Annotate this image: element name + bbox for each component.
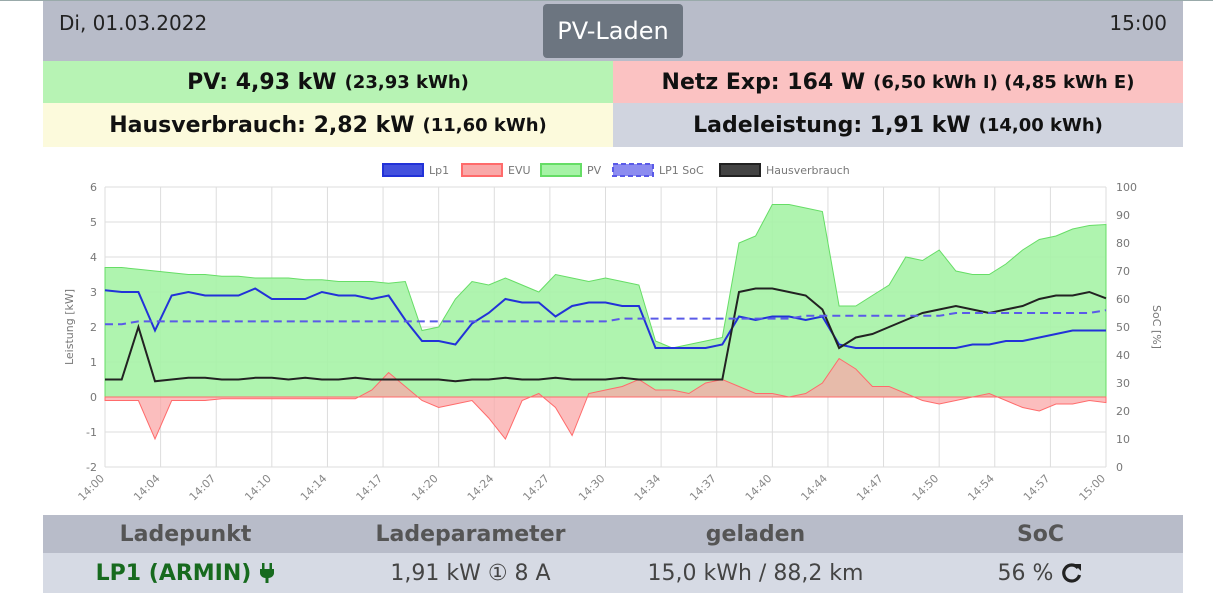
chargepoint-name-cell[interactable]: LP1 (ARMIN) xyxy=(43,553,328,593)
y2-tick-label: 40 xyxy=(1116,349,1130,362)
x-tick-label: 14:27 xyxy=(520,472,552,504)
header-time: 15:00 xyxy=(1109,11,1167,35)
y2-tick-label: 10 xyxy=(1116,433,1130,446)
charge-mode-button[interactable]: PV-Laden xyxy=(543,4,683,58)
y-tick-label: 4 xyxy=(90,251,97,264)
header-date: Di, 01.03.2022 xyxy=(59,11,208,35)
x-tick-label: 14:50 xyxy=(910,472,942,504)
x-tick-label: 14:24 xyxy=(465,472,497,504)
charged-amount: 15,0 kWh / 88,2 km xyxy=(647,560,864,586)
x-tick-label: 14:37 xyxy=(687,472,719,504)
x-tick-label: 14:57 xyxy=(1021,472,1053,504)
plug-icon xyxy=(260,563,275,583)
header-geladen: geladen xyxy=(705,521,806,547)
y2-tick-label: 80 xyxy=(1116,237,1130,250)
hausverbrauch-line xyxy=(105,287,1107,383)
legend-label: LP1 SoC xyxy=(659,164,704,177)
x-tick-label: 14:17 xyxy=(354,472,386,504)
legend-label: EVU xyxy=(508,164,531,177)
legend-label: Hausverbrauch xyxy=(766,164,850,177)
header-bar: Di, 01.03.2022 PV-Laden 15:00 xyxy=(43,1,1183,61)
y-tick-label: 0 xyxy=(90,391,97,404)
y-tick-label: 3 xyxy=(90,286,97,299)
charge-parameters: 1,91 kW ① 8 A xyxy=(390,560,551,586)
y2-tick-label: 100 xyxy=(1116,181,1137,194)
x-tick-label: 14:54 xyxy=(965,472,997,504)
pv-power: PV: 4,93 kW xyxy=(187,69,337,95)
y2-tick-label: 20 xyxy=(1116,405,1130,418)
pv-summary: PV: 4,93 kW (23,93 kWh) xyxy=(43,61,613,103)
y2-tick-label: 60 xyxy=(1116,293,1130,306)
y2-tick-label: 90 xyxy=(1116,209,1130,222)
header-soc: SoC xyxy=(1016,521,1065,547)
x-tick-label: 15:00 xyxy=(1077,472,1109,504)
top-border xyxy=(0,0,1213,1)
y-tick-label: 2 xyxy=(90,321,97,334)
y2-tick-label: 0 xyxy=(1116,461,1123,474)
legend-swatch xyxy=(461,163,503,177)
x-tick-label: 14:07 xyxy=(187,472,219,504)
charge-power: Ladeleistung: 1,91 kW xyxy=(693,112,971,138)
y-tick-label: -1 xyxy=(86,426,97,439)
lp1-line xyxy=(104,287,1106,349)
legend-swatch xyxy=(719,163,761,177)
grid-summary: Netz Exp: 164 W (6,50 kWh I) (4,85 kWh E… xyxy=(613,61,1183,103)
x-tick-label: 14:20 xyxy=(409,472,441,504)
house-power: Hausverbrauch: 2,82 kW xyxy=(109,112,415,138)
header-ladeparameter: Ladeparameter xyxy=(375,521,566,547)
y-axis-title: Leistung [kW] xyxy=(63,289,76,365)
chargepoint-name[interactable]: LP1 (ARMIN) xyxy=(95,560,252,586)
y2-tick-label: 50 xyxy=(1116,321,1130,334)
y-tick-label: 1 xyxy=(90,356,97,369)
legend-swatch xyxy=(540,163,582,177)
chargepoint-row[interactable]: LP1 (ARMIN) 1,91 kW ① 8 A 15,0 kWh / 88,… xyxy=(43,553,1183,593)
refresh-icon[interactable] xyxy=(1061,562,1083,584)
grid-power: Netz Exp: 164 W xyxy=(661,69,866,95)
charge-energy: (14,00 kWh) xyxy=(978,114,1103,136)
y2-tick-label: 70 xyxy=(1116,265,1130,278)
evu-area xyxy=(104,357,1107,441)
x-tick-label: 14:40 xyxy=(743,472,775,504)
charge-summary: Ladeleistung: 1,91 kW (14,00 kWh) xyxy=(613,103,1183,147)
y2-axis-title: SoC [%] xyxy=(1150,305,1163,349)
y-tick-label: 5 xyxy=(90,216,97,229)
legend-label: Lp1 xyxy=(429,164,449,177)
house-energy: (11,60 kWh) xyxy=(422,114,547,136)
soc-line xyxy=(105,309,1107,326)
chargepoint-table-header: Ladepunkt Ladeparameter geladen SoC xyxy=(43,515,1183,553)
soc-cell: 56 % xyxy=(898,553,1183,593)
x-tick-label: 14:14 xyxy=(298,472,330,504)
x-tick-label: 14:10 xyxy=(242,472,274,504)
legend-swatch xyxy=(382,163,424,177)
soc-value: 56 % xyxy=(997,560,1054,586)
y-tick-label: 6 xyxy=(90,181,97,194)
pv-energy: (23,93 kWh) xyxy=(344,71,469,93)
x-tick-label: 14:00 xyxy=(76,472,108,504)
y-tick-label: -2 xyxy=(86,461,97,474)
x-tick-label: 14:34 xyxy=(632,472,664,504)
x-tick-label: 14:47 xyxy=(854,472,886,504)
header-ladepunkt: Ladepunkt xyxy=(119,521,252,547)
x-tick-label: 14:44 xyxy=(798,472,830,504)
x-tick-label: 14:04 xyxy=(131,472,163,504)
legend-swatch xyxy=(612,163,654,177)
x-tick-label: 14:30 xyxy=(576,472,608,504)
grid-energy: (6,50 kWh I) (4,85 kWh E) xyxy=(873,71,1135,93)
house-summary: Hausverbrauch: 2,82 kW (11,60 kWh) xyxy=(43,103,613,147)
y2-tick-label: 30 xyxy=(1116,377,1130,390)
legend-label: PV xyxy=(587,164,602,177)
